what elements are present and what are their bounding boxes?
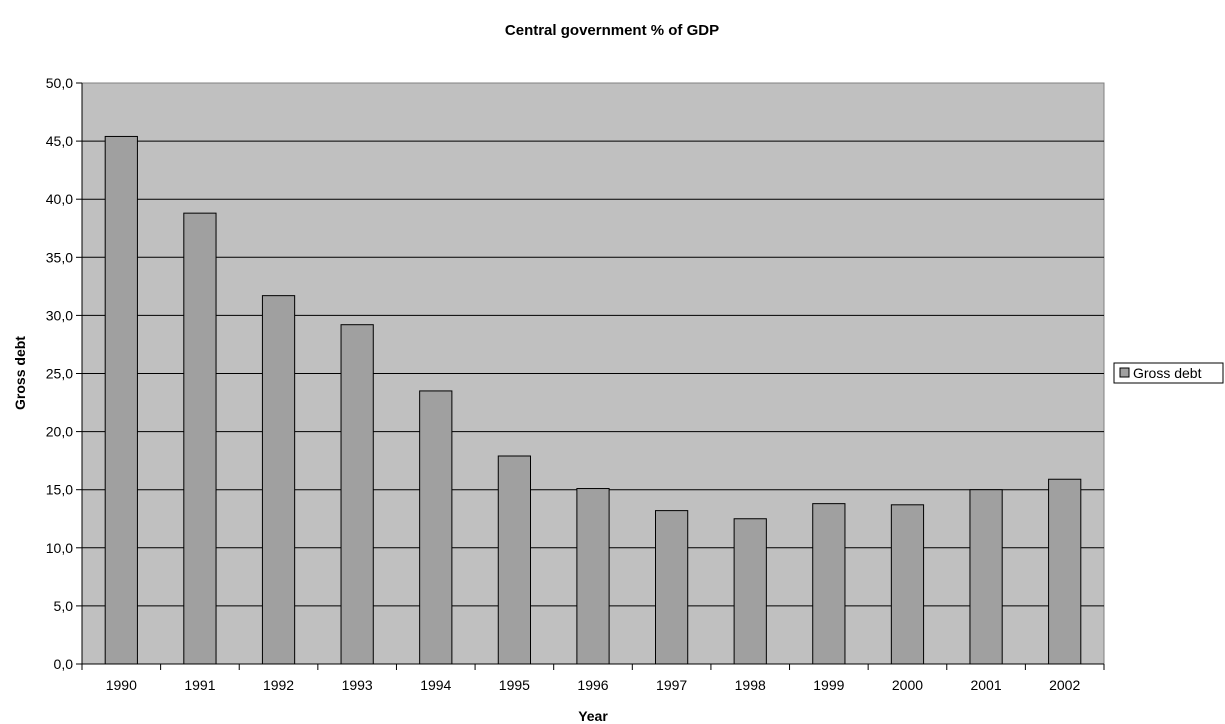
y-tick-label: 40,0 (46, 191, 73, 207)
bar-1995 (497, 455, 532, 665)
bar-1996 (576, 488, 610, 665)
x-tick-label: 1996 (577, 677, 608, 693)
chart-title: Central government % of GDP (505, 22, 719, 39)
bars (104, 135, 1082, 665)
bar-2001 (969, 489, 1003, 665)
x-tick-label: 1995 (499, 677, 530, 693)
bar-1999 (812, 503, 846, 665)
y-tick-labels: 0,0 5,0 10,0 15,0 20,0 25,0 30,0 35,0 40,0 45,0 50… (46, 75, 73, 672)
x-tick-label: 1998 (735, 677, 766, 693)
x-tick-label: 1997 (656, 677, 687, 693)
x-tick-label: 1991 (184, 677, 215, 693)
y-axis-title: Gross debt (12, 336, 28, 410)
y-tick-label: 50,0 (46, 75, 73, 91)
bar-1998 (733, 518, 767, 665)
y-tick-label: 0,0 (54, 656, 74, 672)
x-tick-label: 2001 (970, 677, 1001, 693)
x-tick-label: 2002 (1049, 677, 1080, 693)
y-tick-label: 20,0 (46, 424, 73, 440)
x-tick-labels: 1990 1991 1992 1993 1994 1995 1996 1997 1998 1999… (106, 677, 1081, 693)
bar-2000 (890, 504, 925, 665)
legend: Gross debt (1113, 362, 1224, 384)
bar-2002 (1048, 478, 1082, 665)
gridlines (82, 140, 1104, 607)
legend-swatch (1119, 367, 1130, 378)
y-tick-label: 35,0 (46, 249, 73, 265)
x-tick-label: 1994 (420, 677, 451, 693)
bar-1997 (654, 510, 689, 665)
y-tick-label: 25,0 (46, 366, 73, 382)
legend-box (1113, 362, 1224, 384)
y-tick-label: 10,0 (46, 540, 73, 556)
x-tick-label: 1990 (106, 677, 137, 693)
y-tick-label: 30,0 (46, 307, 73, 323)
bar-1991 (183, 212, 217, 665)
bar-1990 (104, 135, 138, 665)
axes (76, 82, 1105, 670)
x-tick-label: 1992 (263, 677, 294, 693)
bar-1992 (261, 295, 296, 665)
y-tick-label: 5,0 (54, 598, 74, 614)
y-tick-label: 45,0 (46, 133, 73, 149)
x-tick-label: 1993 (342, 677, 373, 693)
legend-label: Gross debt (1133, 365, 1202, 381)
x-tick-label: 2000 (892, 677, 923, 693)
y-tick-label: 15,0 (46, 482, 73, 498)
x-tick-label: 1999 (813, 677, 844, 693)
bar-1993 (340, 324, 374, 665)
x-axis-title: Year (578, 708, 608, 724)
bar-1994 (419, 390, 453, 665)
